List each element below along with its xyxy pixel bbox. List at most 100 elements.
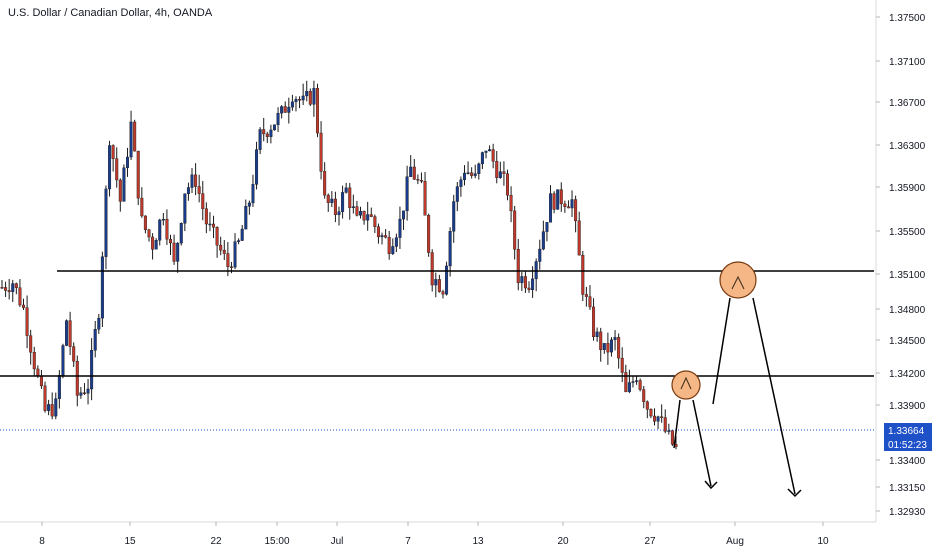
- candle-body: [298, 99, 302, 101]
- candle-body: [520, 276, 524, 284]
- candle-body: [513, 210, 517, 250]
- candle-body: [405, 176, 409, 212]
- candle-body: [477, 163, 481, 174]
- price-axis[interactable]: 1.37500 1.37100 1.36700 1.36300 1.35900 1.355…: [876, 13, 932, 518]
- candle-body: [419, 180, 423, 182]
- candle-body: [197, 186, 201, 194]
- candle-body: [452, 201, 456, 232]
- candle-body: [186, 187, 190, 194]
- candle-body: [151, 236, 155, 250]
- candle-body: [82, 392, 86, 394]
- candle-body: [93, 329, 97, 351]
- arrow-up-1: [673, 399, 681, 449]
- candle-body: [495, 160, 499, 178]
- candle-body: [308, 90, 312, 105]
- upper-caret-icon: [731, 275, 745, 290]
- arrowhead-2-icon: [787, 488, 802, 498]
- candle-body: [118, 179, 122, 202]
- candle-body: [531, 278, 535, 291]
- candle-body: [147, 229, 151, 238]
- current-price-tag: [884, 423, 932, 437]
- candle-body: [18, 287, 22, 306]
- candle-body: [290, 101, 294, 108]
- countdown-tag: [884, 437, 932, 451]
- candle-body: [606, 343, 610, 353]
- candle-body: [412, 166, 416, 180]
- lower-circle-marker: [671, 370, 701, 400]
- candle-body: [136, 150, 140, 199]
- candle-body: [287, 106, 291, 113]
- candle-body: [387, 237, 391, 254]
- annotations: [671, 261, 802, 498]
- candle-body: [466, 172, 470, 174]
- candle-body: [516, 249, 520, 284]
- candle-body: [563, 203, 567, 207]
- candle-body: [247, 202, 251, 207]
- time-axis[interactable]: 8 15 22 15:00 Jul 7 13 20 27 Aug 10: [39, 522, 829, 547]
- candle-body: [14, 283, 18, 288]
- candle-body: [11, 283, 15, 293]
- candle-body: [312, 88, 316, 105]
- candle-body: [222, 249, 226, 254]
- price-tick-label: 1.37500: [889, 13, 926, 24]
- candle-body: [237, 240, 241, 242]
- candle-body: [448, 231, 452, 267]
- candle-body: [341, 192, 345, 212]
- candle-body: [570, 199, 574, 209]
- price-tick-label: 1.32930: [889, 507, 926, 518]
- lower-caret-icon: [680, 376, 692, 390]
- candle-body: [190, 174, 194, 188]
- candle-body: [115, 158, 119, 181]
- candle-body: [470, 172, 474, 176]
- candle-body: [455, 186, 459, 202]
- candle-body: [527, 287, 531, 291]
- candle-body: [627, 382, 631, 392]
- candle-body: [294, 99, 298, 103]
- candle-body: [212, 223, 216, 228]
- time-tick-label: Jul: [331, 536, 344, 547]
- bar-countdown-label: 01:52:23: [888, 440, 927, 451]
- candle-body: [541, 231, 545, 250]
- candle-body: [75, 361, 79, 396]
- price-tick-label: 1.33400: [889, 456, 926, 467]
- time-tick-label: 20: [557, 536, 569, 547]
- candle-body: [344, 187, 348, 193]
- candle-body: [660, 416, 664, 418]
- candle-body: [652, 415, 656, 422]
- candle-body: [97, 317, 101, 330]
- price-tick-label: 1.35100: [889, 270, 926, 281]
- candle-body: [301, 95, 305, 101]
- price-tick-label: 1.36300: [889, 141, 926, 152]
- candle-body: [133, 121, 137, 152]
- candle-body: [240, 228, 244, 241]
- candle-body: [22, 304, 26, 308]
- candle-body: [638, 380, 642, 390]
- candle-body: [566, 206, 570, 209]
- candle-body: [394, 237, 398, 247]
- candle-body: [201, 193, 205, 209]
- candle-body: [229, 266, 233, 268]
- price-tick-label: 1.36700: [889, 98, 926, 109]
- candle-body: [667, 430, 671, 432]
- chart-title: U.S. Dollar / Canadian Dollar, 4h, OANDA: [8, 7, 213, 19]
- candle-body: [65, 320, 69, 346]
- candle-body: [326, 194, 330, 203]
- candle-body: [506, 173, 510, 196]
- candle-body: [581, 254, 585, 295]
- candle-body: [272, 124, 276, 131]
- time-tick-label: 15:00: [264, 536, 289, 547]
- candle-body: [47, 404, 51, 411]
- candle-body: [204, 208, 208, 225]
- candle-body: [545, 222, 549, 232]
- candle-body: [620, 357, 624, 373]
- candle-body: [473, 173, 477, 176]
- candle-body: [244, 206, 248, 230]
- candle-body: [226, 253, 230, 267]
- candle-body: [577, 220, 581, 256]
- candle-body: [143, 215, 147, 230]
- candle-body: [549, 193, 553, 223]
- candle-body: [168, 238, 172, 244]
- candle-body: [111, 145, 115, 159]
